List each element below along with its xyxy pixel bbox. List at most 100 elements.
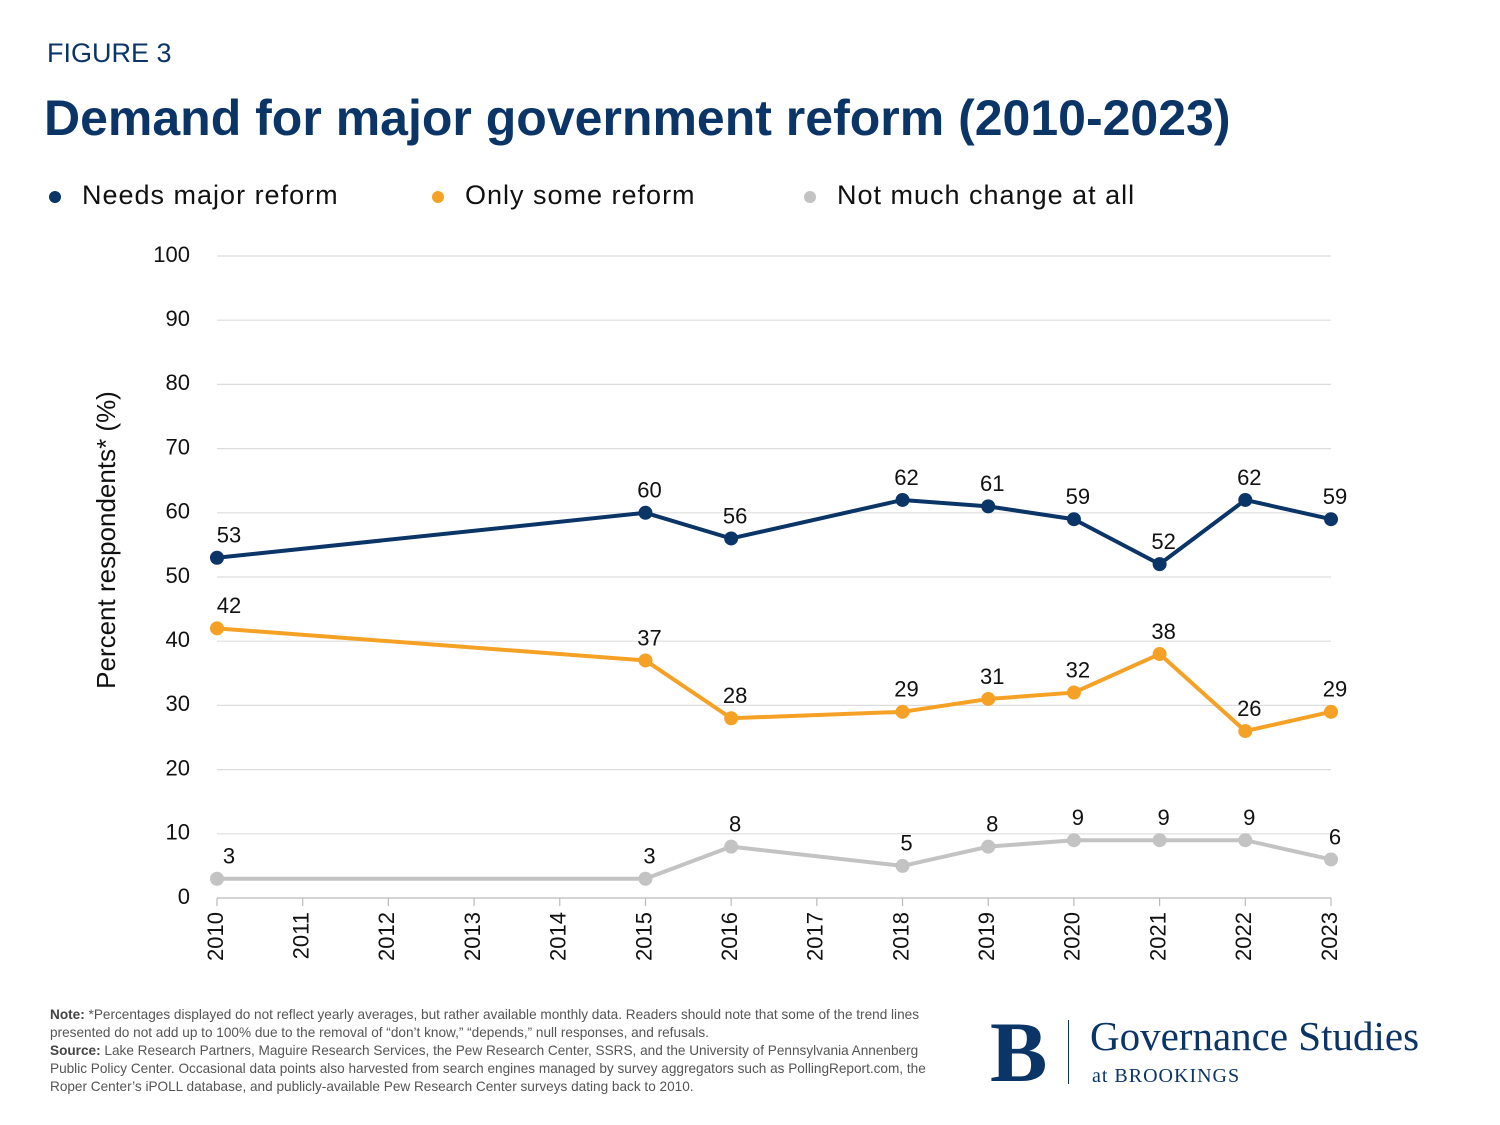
- x-tick-label: 2010: [203, 912, 228, 961]
- y-tick-label: 40: [166, 627, 190, 652]
- y-tick-label: 50: [166, 563, 190, 588]
- note-text: *Percentages displayed do not reflect ye…: [50, 1007, 919, 1040]
- data-point: [981, 691, 996, 706]
- x-tick-label: 2022: [1231, 912, 1256, 961]
- x-tick-label: 2015: [631, 912, 656, 961]
- data-point: [981, 839, 996, 854]
- data-point: [638, 505, 653, 520]
- data-label: 52: [1151, 529, 1175, 554]
- y-tick-label: 60: [166, 499, 190, 524]
- data-label: 32: [1066, 657, 1090, 682]
- data-point: [1066, 512, 1081, 527]
- data-point: [1152, 557, 1167, 572]
- y-tick-label: 10: [166, 820, 190, 845]
- x-tick-label: 2017: [803, 912, 828, 961]
- data-point: [724, 531, 739, 546]
- note-label: Note:: [50, 1007, 85, 1022]
- data-point: [895, 492, 910, 507]
- data-point: [724, 711, 739, 726]
- data-point: [638, 871, 653, 886]
- y-tick-label: 70: [166, 434, 190, 459]
- data-point: [895, 704, 910, 719]
- legend-label: Not much change at all: [837, 180, 1135, 210]
- x-tick-label: 2023: [1317, 912, 1342, 961]
- brand-name: Governance Studies: [1090, 1013, 1420, 1059]
- x-tick-label: 2016: [717, 912, 742, 961]
- data-label: 62: [894, 465, 918, 490]
- x-tick-label: 2019: [974, 912, 999, 961]
- data-point: [1324, 512, 1338, 527]
- data-label: 8: [986, 811, 998, 836]
- data-label: 29: [1323, 677, 1347, 702]
- data-label: 5: [900, 831, 912, 856]
- brand: B Governance Studies at BROOKINGS: [990, 1004, 1490, 1100]
- data-label: 8: [729, 811, 741, 836]
- data-label: 28: [723, 683, 747, 708]
- y-tick-label: 20: [166, 755, 190, 780]
- legend-label: Needs major reform: [82, 180, 339, 210]
- data-label: 62: [1237, 465, 1261, 490]
- data-label: 59: [1066, 484, 1090, 509]
- data-point: [210, 550, 224, 565]
- data-point: [1066, 685, 1081, 700]
- y-axis-label: Percent respondents* (%): [91, 391, 121, 689]
- y-tick-label: 0: [178, 884, 190, 909]
- data-point: [1238, 724, 1253, 739]
- data-label: 9: [1072, 805, 1084, 830]
- data-label: 9: [1157, 805, 1169, 830]
- data-point: [1066, 833, 1081, 848]
- chart: FIGURE 3 Demand for major government ref…: [44, 38, 1347, 961]
- data-label: 6: [1329, 824, 1341, 849]
- data-point: [1324, 852, 1338, 867]
- data-label: 42: [217, 593, 241, 618]
- chart-title: Demand for major government reform (2010…: [44, 90, 1230, 146]
- data-label: 9: [1243, 805, 1255, 830]
- data-label: 26: [1237, 696, 1261, 721]
- data-label: 61: [980, 471, 1004, 496]
- data-label: 59: [1323, 484, 1347, 509]
- x-tick-label: 2012: [374, 912, 399, 961]
- data-point: [1152, 647, 1167, 662]
- legend-marker: [804, 191, 816, 203]
- data-label: 37: [637, 625, 661, 650]
- data-point: [1238, 833, 1253, 848]
- y-tick-label: 80: [166, 370, 190, 395]
- data-point: [210, 621, 224, 636]
- data-label: 3: [643, 844, 655, 869]
- x-tick-label: 2020: [1060, 912, 1085, 961]
- source-text: Lake Research Partners, Maguire Research…: [50, 1043, 926, 1094]
- figure-label: FIGURE 3: [47, 38, 172, 68]
- data-label: 31: [980, 664, 1004, 689]
- data-label: 56: [723, 503, 747, 528]
- data-label: 60: [637, 478, 661, 503]
- data-point: [1324, 704, 1338, 719]
- brand-sub: at BROOKINGS: [1092, 1065, 1241, 1087]
- brand-divider: [1068, 1020, 1069, 1084]
- x-tick-label: 2011: [289, 912, 314, 959]
- data-point: [638, 653, 653, 668]
- data-point: [1238, 492, 1253, 507]
- y-tick-label: 100: [153, 242, 190, 267]
- x-tick-label: 2013: [460, 912, 485, 961]
- legend-marker: [49, 191, 61, 203]
- data-label: 53: [217, 523, 241, 548]
- data-label: 38: [1151, 619, 1175, 644]
- data-point: [1152, 833, 1167, 848]
- x-tick-label: 2021: [1145, 912, 1170, 961]
- legend-label: Only some reform: [465, 180, 696, 210]
- brand-mark: B: [990, 1004, 1048, 1100]
- data-label: 3: [223, 844, 235, 869]
- note: Note: *Percentages displayed do not refl…: [50, 1006, 940, 1042]
- source-label: Source:: [50, 1043, 101, 1058]
- notes: Note: *Percentages displayed do not refl…: [50, 1006, 940, 1096]
- data-point: [724, 839, 739, 854]
- source: Source: Lake Research Partners, Maguire …: [50, 1042, 940, 1096]
- x-tick-label: 2014: [546, 912, 571, 961]
- y-tick-label: 90: [166, 306, 190, 331]
- legend-marker: [432, 191, 444, 203]
- data-point: [895, 858, 910, 873]
- data-point: [210, 871, 224, 886]
- y-tick-label: 30: [166, 691, 190, 716]
- data-label: 29: [894, 677, 918, 702]
